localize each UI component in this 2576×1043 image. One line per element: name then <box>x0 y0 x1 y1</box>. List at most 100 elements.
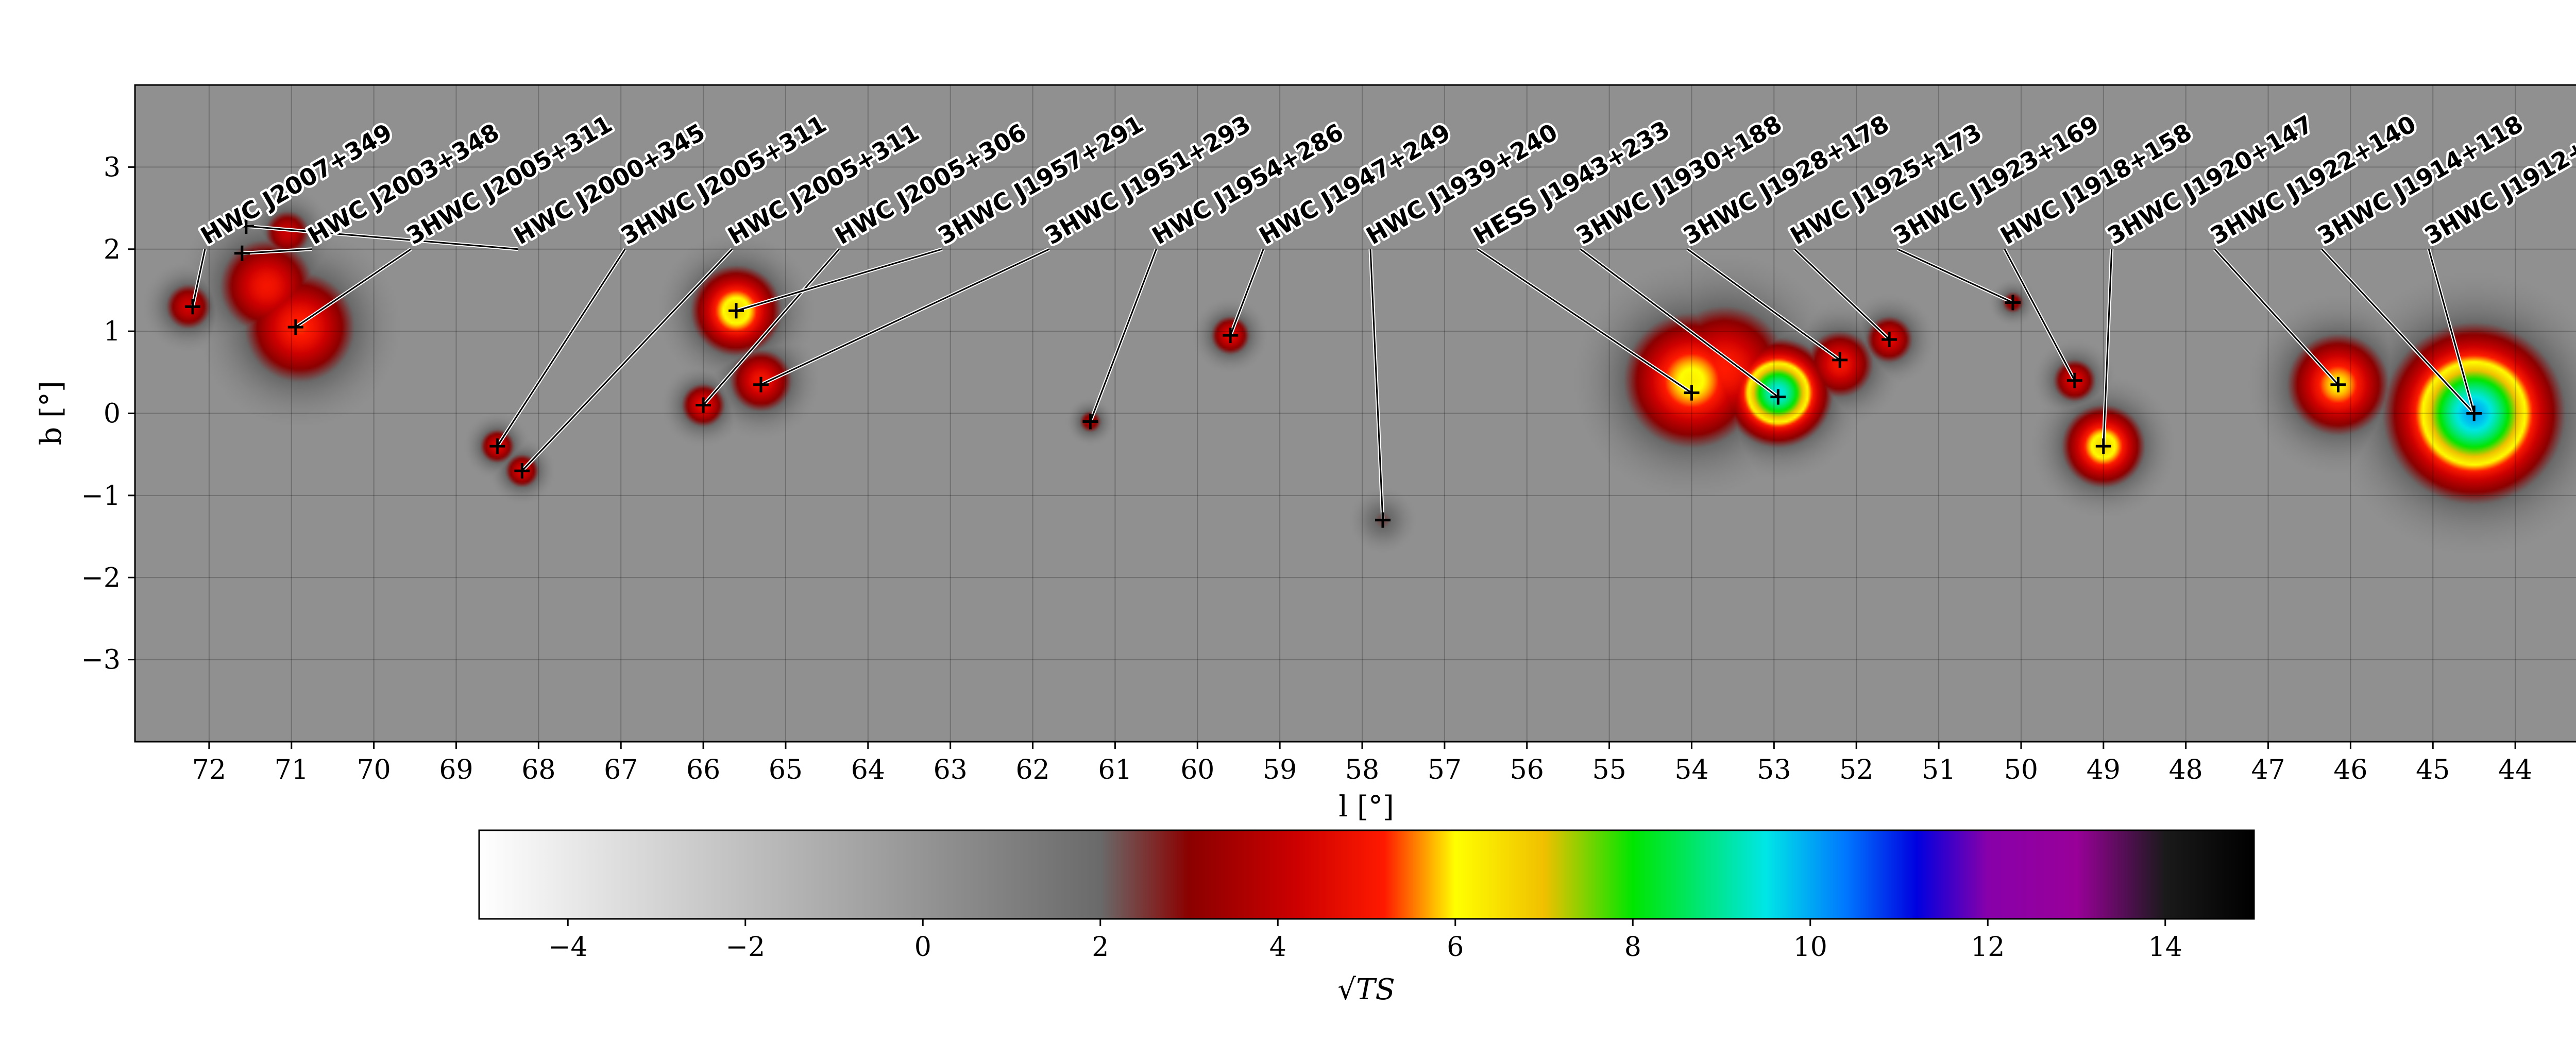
source-marker <box>728 303 744 319</box>
source-marker <box>2330 377 2346 392</box>
x-tick-label: 64 <box>851 755 885 785</box>
x-tick-label: 49 <box>2087 755 2121 785</box>
ts-heatmap-image <box>135 85 2576 742</box>
y-axis-label: b [°] <box>35 381 68 445</box>
x-tick-label: 55 <box>1592 755 1626 785</box>
source-marker <box>2066 372 2082 388</box>
source-marker <box>2095 438 2111 454</box>
source-marker <box>1684 385 1700 401</box>
y-axis-ticks: 3 2 1 0 −1 −2 −3 <box>81 152 135 676</box>
leader-line <box>1369 249 1384 520</box>
x-axis-label: l [°] <box>1338 790 1394 824</box>
x-tick-label: 47 <box>2251 755 2285 785</box>
source-markers <box>184 218 2482 528</box>
leader-line <box>2428 249 2475 414</box>
x-tick-label: 58 <box>1345 755 1379 785</box>
x-tick-label: 62 <box>1015 755 1049 785</box>
source-marker <box>489 438 505 454</box>
source-marker <box>1882 332 1897 348</box>
x-tick-label: 44 <box>2498 755 2532 785</box>
leader-line <box>2321 248 2475 414</box>
leader-line <box>521 248 733 472</box>
y-tick-label: 1 <box>104 316 121 347</box>
y-tick-label: 3 <box>104 152 121 183</box>
leader-line <box>1229 249 1264 336</box>
leader-line <box>2103 249 2113 447</box>
colorbar-tick-label: 14 <box>2148 932 2182 963</box>
source-marker <box>287 319 303 335</box>
colorbar-tick-label: 2 <box>1092 932 1109 963</box>
x-tick-label: 70 <box>357 755 391 785</box>
leader-line <box>246 225 518 250</box>
colorbar-tick-label: 10 <box>1793 932 1827 963</box>
leader-line <box>295 248 412 328</box>
leader-line <box>1897 248 2013 303</box>
x-tick-label: 72 <box>192 755 226 785</box>
leader-line <box>702 248 840 406</box>
label-leader-lines <box>191 224 2476 520</box>
source-marker <box>1375 512 1391 528</box>
x-tick-label: 66 <box>686 755 720 785</box>
colorbar-tick-label: −2 <box>725 932 765 963</box>
leader-line <box>2004 249 2076 381</box>
source-marker <box>514 463 530 479</box>
source-marker <box>1223 328 1239 344</box>
x-tick-label: 57 <box>1428 755 1462 785</box>
source-marker <box>753 377 769 392</box>
leader-line <box>1687 248 1841 361</box>
colorbar-tick-label: −4 <box>548 932 588 963</box>
y-tick-label: 2 <box>104 234 121 265</box>
x-tick-label: 50 <box>2004 755 2038 785</box>
x-tick-label: 71 <box>275 755 309 785</box>
colorbar-gradient <box>478 829 2255 920</box>
leader-line <box>1090 249 1157 422</box>
x-axis-ticks: 72 71 70 69 68 67 66 65 64 63 62 61 60 59 58 57 56 55 54 53… <box>192 742 2532 785</box>
x-tick-label: 60 <box>1180 755 1214 785</box>
x-tick-label: 65 <box>769 755 803 785</box>
grid-lines <box>135 85 2576 742</box>
x-tick-label: 48 <box>2169 755 2203 785</box>
source-marker <box>234 245 250 261</box>
colorbar-ticks: −4 −2 0 2 4 6 8 10 12 14 <box>548 919 2182 963</box>
leader-line <box>242 248 312 254</box>
x-tick-label: 54 <box>1674 755 1708 785</box>
source-marker <box>696 397 711 413</box>
x-tick-label: 56 <box>1510 755 1544 785</box>
source-marker <box>2005 295 2021 311</box>
x-tick-label: 61 <box>1098 755 1132 785</box>
x-tick-label: 63 <box>934 755 968 785</box>
leader-line <box>760 248 1050 386</box>
x-tick-label: 53 <box>1757 755 1791 785</box>
leader-line <box>2214 248 2339 385</box>
source-marker <box>238 218 254 234</box>
x-tick-label: 68 <box>521 755 555 785</box>
x-tick-label: 67 <box>604 755 638 785</box>
source-marker <box>1082 414 1098 430</box>
leader-line <box>1477 248 1692 394</box>
colorbar-tick-label: 8 <box>1624 932 1641 963</box>
leader-line <box>736 248 943 312</box>
x-tick-label: 45 <box>2416 755 2450 785</box>
leader-line <box>1580 248 1779 398</box>
x-tick-label: 51 <box>1922 755 1956 785</box>
colorbar-label: √TS <box>1337 973 1395 1006</box>
y-tick-label: −2 <box>81 562 121 593</box>
y-tick-label: 0 <box>104 399 121 430</box>
colorbar-tick-label: 0 <box>914 932 931 963</box>
colorbar-tick-label: 6 <box>1447 932 1464 963</box>
source-marker <box>2466 405 2482 421</box>
source-marker <box>1832 352 1848 368</box>
source-marker <box>184 299 200 315</box>
leader-line <box>497 248 626 447</box>
sky-map-plot: 72 71 70 69 68 67 66 65 64 63 62 61 60 59 58 57 56 55 54 53… <box>35 84 2576 824</box>
y-tick-label: −1 <box>81 481 121 511</box>
x-tick-label: 69 <box>439 755 473 785</box>
leader-line <box>1794 248 1890 340</box>
colorbar-tick-label: 4 <box>1269 932 1286 963</box>
source-marker <box>1770 389 1786 405</box>
leader-line <box>192 249 206 307</box>
x-tick-label: 46 <box>2333 755 2367 785</box>
x-tick-label: 52 <box>1839 755 1873 785</box>
y-tick-label: −3 <box>81 645 121 676</box>
